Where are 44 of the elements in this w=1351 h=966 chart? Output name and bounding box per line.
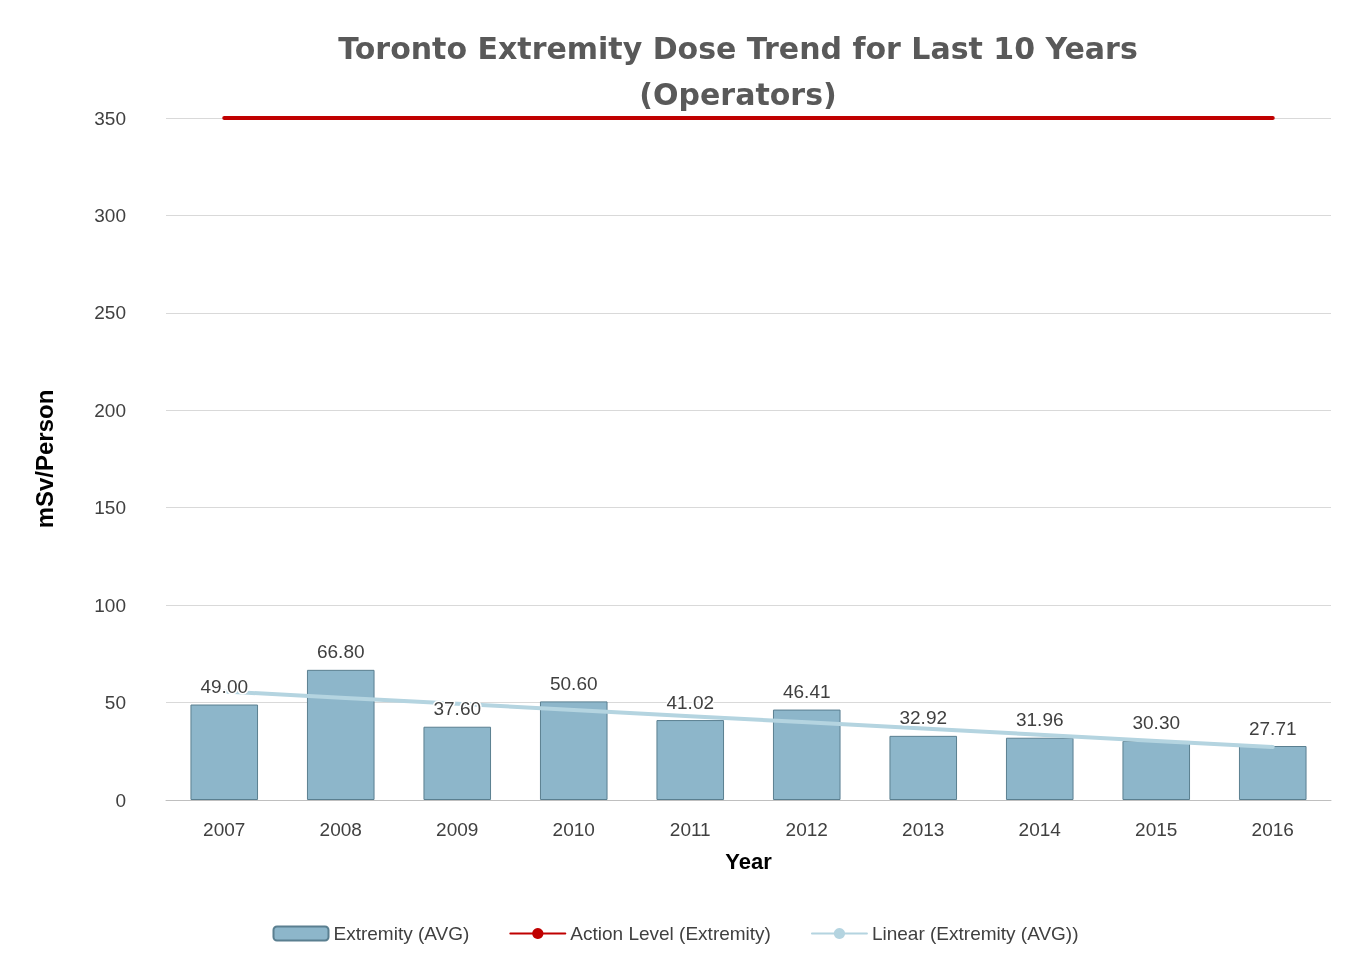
- bar: [889, 735, 958, 800]
- data-label: 41.02: [666, 691, 715, 713]
- bar: [1238, 746, 1307, 800]
- bar: [656, 720, 725, 800]
- chart-title: Toronto Extremity Dose Trend for Last 10 Years (Operators): [338, 30, 1138, 112]
- bar: [1005, 737, 1074, 800]
- data-label: 46.41: [782, 681, 831, 703]
- x-tick-label: 2011: [669, 819, 711, 840]
- data-label: 66.80: [316, 641, 365, 663]
- y-tick-label: 50: [104, 692, 126, 714]
- data-label: 30.30: [1132, 712, 1181, 734]
- bar: [306, 669, 375, 800]
- y-axis-title: mSv/Person: [30, 389, 58, 529]
- y-tick-label: 300: [94, 204, 126, 226]
- data-label: 49.00: [200, 676, 249, 698]
- legend-label: Linear (Extremity (AVG)): [871, 923, 1079, 944]
- x-tick-label: 2008: [319, 819, 362, 840]
- legend-label: Action Level (Extremity): [570, 923, 771, 944]
- legend-label: Extremity (AVG): [333, 923, 470, 944]
- y-tick-label: 100: [94, 594, 126, 616]
- x-tick-label: 2010: [552, 819, 595, 840]
- x-tick-label: 2013: [902, 819, 945, 840]
- x-tick-label: 2012: [785, 819, 828, 840]
- bar: [772, 709, 841, 800]
- y-tick-label: 350: [94, 107, 126, 129]
- y-tick-label: 250: [94, 302, 126, 324]
- bar: [1122, 740, 1191, 800]
- x-tick-label: 2014: [1018, 819, 1062, 840]
- x-tick-label: 2007: [203, 819, 246, 840]
- data-label: 32.92: [899, 707, 948, 729]
- data-label: 27.71: [1248, 717, 1297, 739]
- y-tick-label: 0: [115, 789, 126, 811]
- data-label: 50.60: [549, 672, 598, 694]
- data-label: 31.96: [1015, 709, 1064, 731]
- bar: [539, 701, 608, 800]
- y-tick-label: 150: [94, 497, 126, 519]
- data-label: 37.60: [433, 698, 482, 720]
- bar: [423, 726, 492, 800]
- bar: [190, 704, 259, 800]
- x-tick-label: 2016: [1251, 819, 1294, 840]
- x-axis-title: Year: [725, 848, 773, 874]
- x-tick-label: 2015: [1135, 819, 1178, 840]
- y-tick-label: 200: [94, 399, 126, 421]
- x-tick-label: 2009: [436, 819, 479, 840]
